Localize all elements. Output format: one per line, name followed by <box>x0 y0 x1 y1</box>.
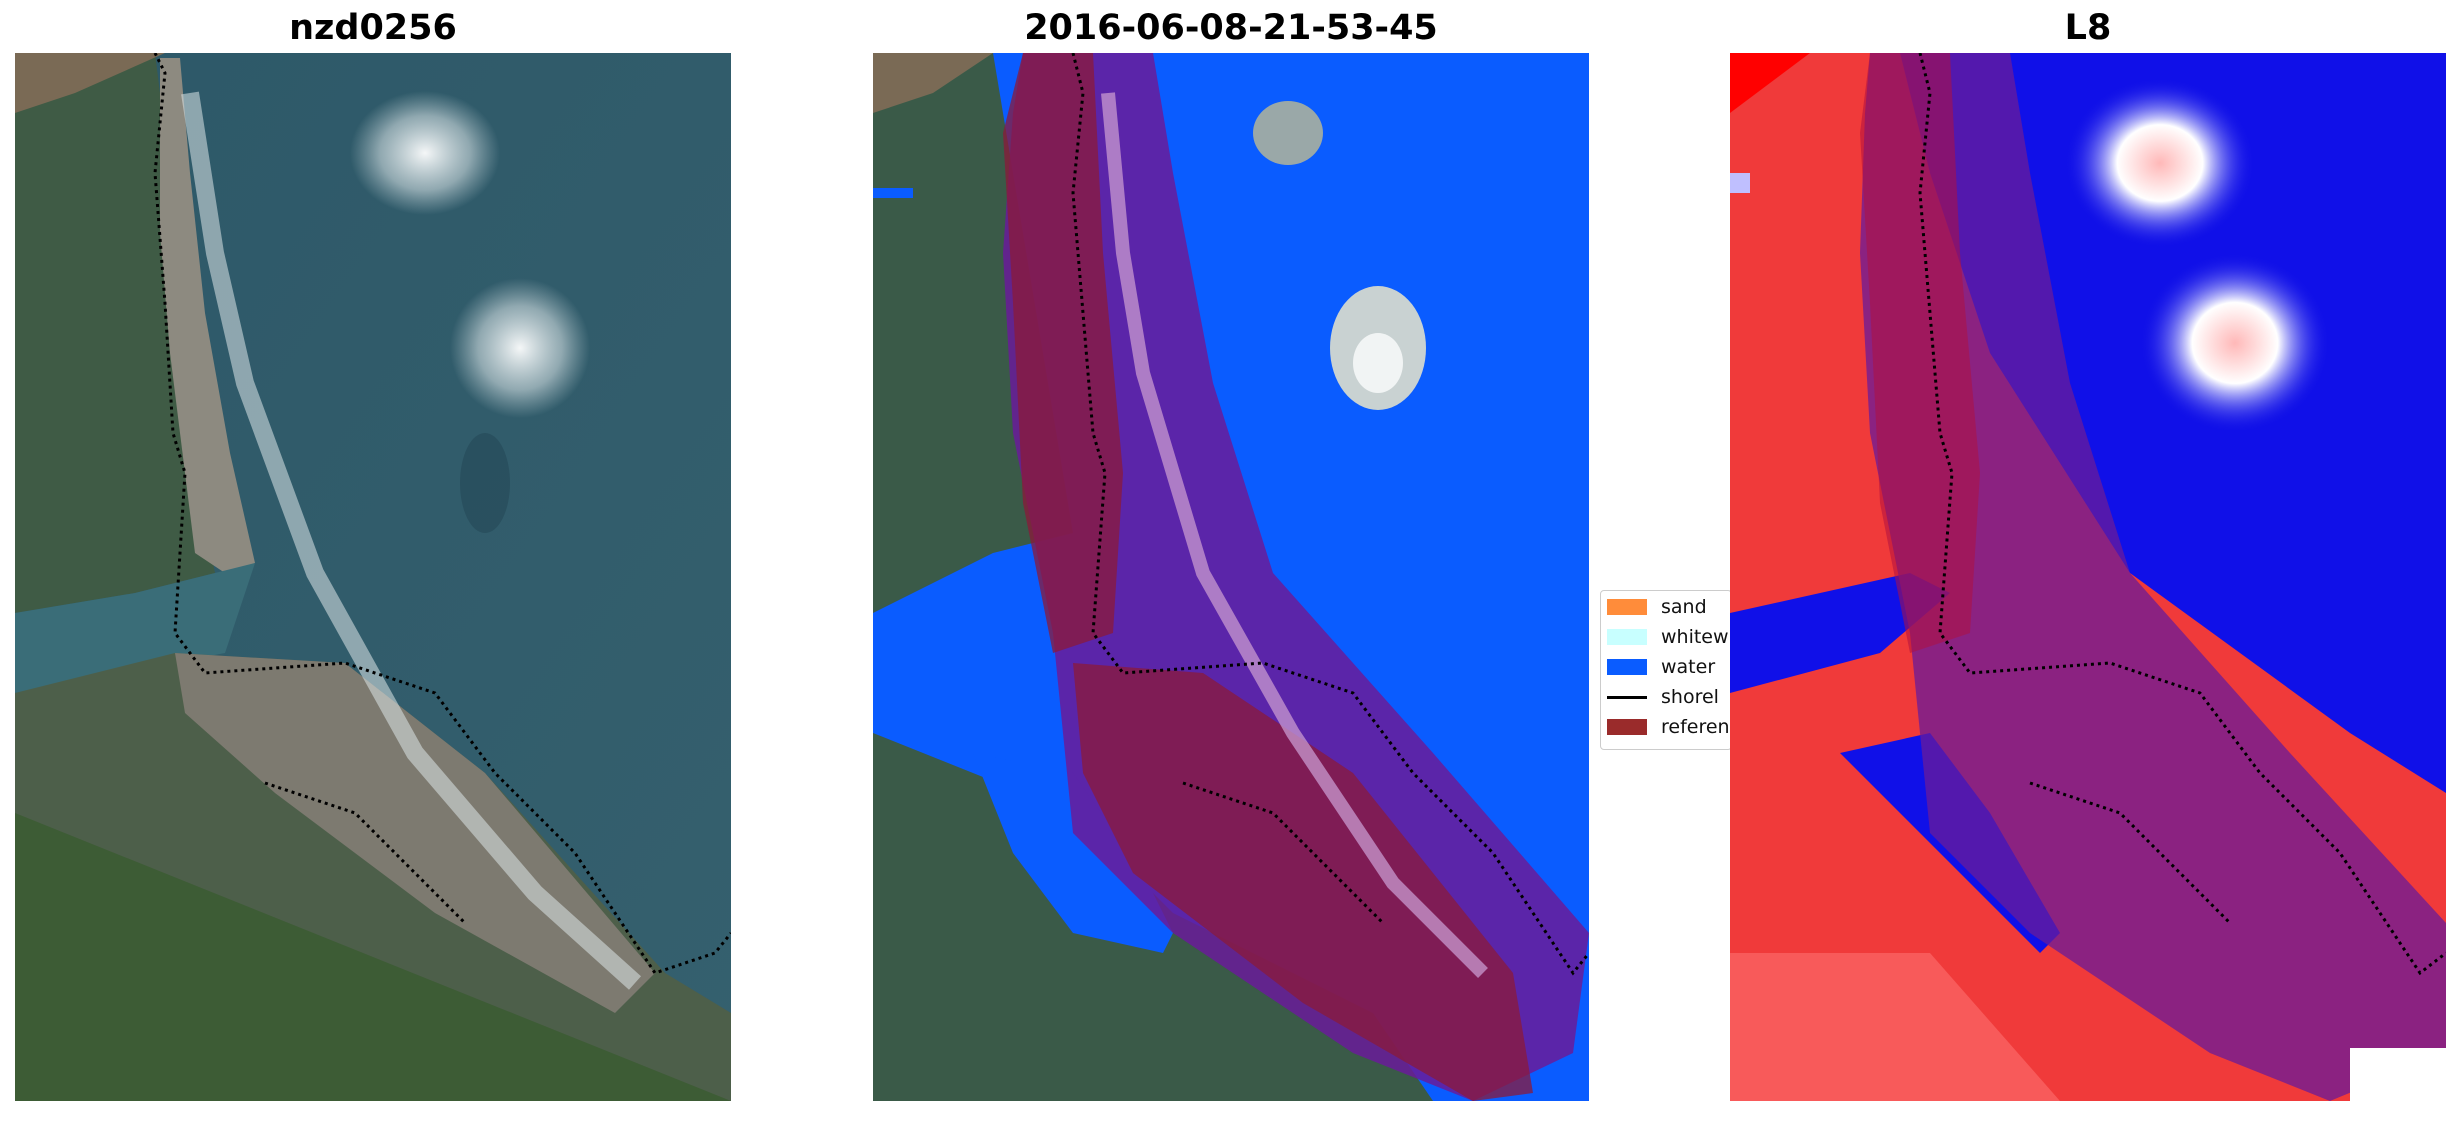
whitewater-streak <box>1101 92 1488 978</box>
shoreline-line <box>1071 53 1589 976</box>
legend-item-water: water <box>1607 655 1715 679</box>
legend-label: shorel <box>1661 686 1719 708</box>
panel-title-index: L8 <box>2064 8 2112 48</box>
reference-buffer <box>1860 53 2446 1101</box>
legend-swatch <box>1607 659 1647 675</box>
whitewater-band <box>181 91 642 990</box>
cloud <box>2140 253 2330 433</box>
legend: sand whitew water shorel referen <box>1600 590 1732 750</box>
satellite-image-panel <box>15 53 731 1101</box>
legend-label: referen <box>1661 716 1730 738</box>
cloud <box>1253 101 1323 165</box>
legend-item-shoreline: shorel <box>1607 685 1719 709</box>
reference-sand <box>1003 53 1123 653</box>
legend-label: water <box>1661 656 1716 678</box>
cloud <box>350 91 500 215</box>
shoreline-line <box>1918 53 2446 976</box>
panel-title-classified: 2016-06-08-21-53-45 <box>1024 8 1438 48</box>
legend-swatch <box>1607 629 1647 645</box>
panel-title-satellite: nzd0256 <box>289 8 457 48</box>
cloud <box>450 278 590 418</box>
cloud <box>2065 78 2255 248</box>
legend-item-sand: sand <box>1607 595 1707 619</box>
legend-item-reference: referen <box>1607 715 1730 739</box>
sand-spit <box>160 58 255 573</box>
classified-image-panel <box>873 53 1589 1101</box>
legend-item-whitewater: whitew <box>1607 625 1729 649</box>
legend-line <box>1607 695 1647 699</box>
legend-label: whitew <box>1661 626 1729 648</box>
legend-label: sand <box>1661 596 1707 618</box>
legend-swatch <box>1607 719 1647 735</box>
legend-swatch <box>1607 599 1647 615</box>
index-image-panel <box>1730 53 2446 1101</box>
